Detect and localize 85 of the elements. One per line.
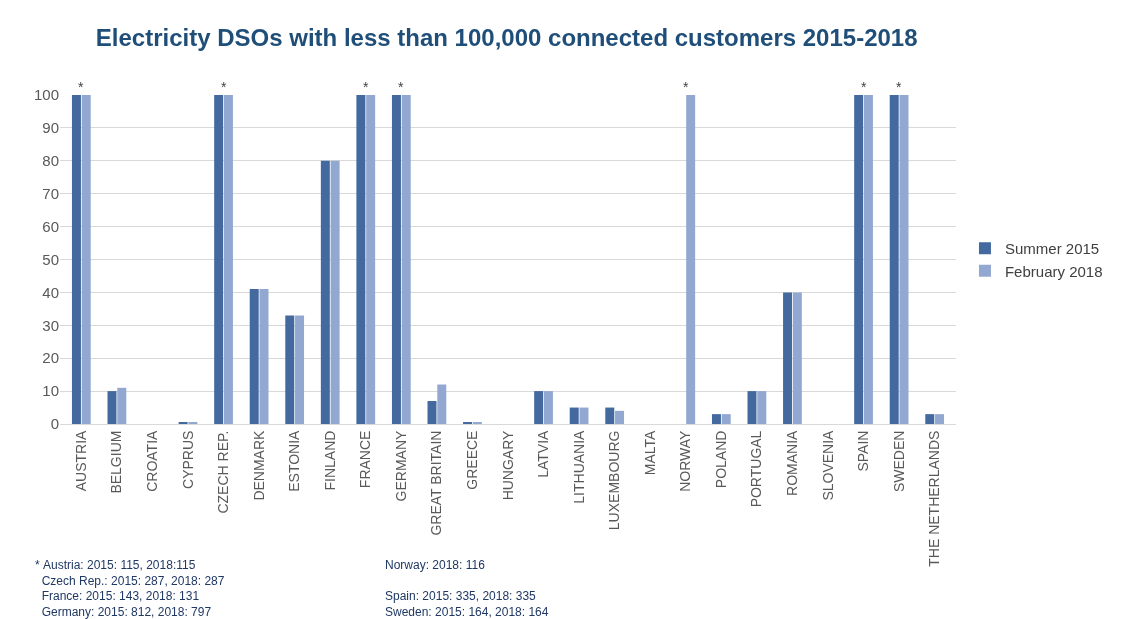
- x-tick-label: DENMARK: [250, 429, 267, 501]
- bar: [889, 95, 899, 424]
- bar: [81, 95, 91, 424]
- y-tick-label: 50: [42, 250, 59, 268]
- bar: [259, 289, 269, 424]
- bar: [783, 292, 793, 424]
- bar: [792, 292, 802, 424]
- bar: [569, 407, 579, 424]
- bar: [320, 160, 330, 424]
- x-tick-label: SPAIN: [855, 430, 872, 472]
- x-tick-label: CYPRUS: [179, 430, 196, 489]
- x-tick-label: FRANCE: [357, 430, 374, 489]
- y-tick-label: 40: [42, 283, 59, 301]
- bar: [117, 387, 127, 424]
- chart-title: Electricity DSOs with less than 100,000 connected customers 2015-2018: [95, 23, 918, 51]
- x-tick-label: LUXEMBOURG: [606, 430, 623, 531]
- y-tick-label: 30: [42, 316, 59, 334]
- text: * Austria: 2015: 115, 2018:115 Czech Rep.: 2015: 287, 2018: 287 France: 2015: 143, 2018: 131 Germany: 2015: 812, 2018: 797: [35, 558, 225, 619]
- y-tick-label: 60: [42, 217, 59, 235]
- bar: [71, 95, 81, 424]
- y-tick-label: 90: [42, 119, 59, 137]
- x-tick-label: MALTA: [641, 429, 658, 476]
- x-tick-label: SLOVENIA: [819, 429, 836, 501]
- x-tick-label: FINLAND: [321, 430, 338, 491]
- legend-label: February 2018: [1004, 262, 1103, 280]
- x-tick-label: PORTUGAL: [748, 430, 765, 508]
- text: Norway: 2018: 116 Spain: 2015: 335, 2018: 335 Sweden: 2015: 164, 2018: 164: [385, 558, 549, 619]
- y-tick-label: 0: [50, 415, 59, 433]
- bar: [285, 315, 295, 424]
- bar: [214, 95, 224, 424]
- bar: [605, 407, 615, 424]
- x-tick-label: LITHUANIA: [570, 429, 587, 504]
- y-tick-label: 20: [42, 349, 59, 367]
- y-tick-label: 10: [42, 382, 59, 400]
- x-tick-label: ROMANIA: [783, 429, 800, 496]
- y-tick-label: 70: [42, 184, 59, 202]
- bar: [863, 95, 873, 424]
- x-tick-label: GREAT BRITAIN: [428, 430, 445, 536]
- annotation: *: [221, 79, 227, 95]
- bar: [107, 391, 117, 424]
- bar: [935, 414, 945, 424]
- y-tick-label: 100: [33, 86, 59, 104]
- annotation: *: [683, 79, 689, 95]
- bar: [223, 95, 233, 424]
- x-tick-label: CZECH REP.: [215, 430, 232, 514]
- bar: [925, 414, 935, 424]
- annotation: *: [861, 79, 867, 95]
- bar: [330, 160, 340, 424]
- x-tick-label: POLAND: [712, 430, 729, 489]
- bar: [899, 95, 909, 424]
- x-tick-label: ESTONIA: [286, 429, 303, 492]
- bar: [543, 391, 553, 424]
- x-tick-label: GREECE: [463, 430, 480, 490]
- bar: [747, 391, 757, 424]
- x-tick-label: LATVIA: [535, 429, 552, 478]
- bar: [366, 95, 376, 424]
- x-tick-label: CROATIA: [143, 429, 160, 492]
- bar: [534, 391, 544, 424]
- bar: [757, 391, 767, 424]
- x-tick-label: HUNGARY: [499, 429, 516, 501]
- bar: [711, 414, 721, 424]
- x-tick-label: AUSTRIA: [72, 429, 89, 492]
- annotation: *: [896, 79, 902, 95]
- legend-label: Summer 2015: [1004, 240, 1100, 258]
- bar: [427, 400, 437, 424]
- bar: [401, 95, 411, 424]
- x-tick-label: NORWAY: [677, 429, 694, 492]
- bar: [721, 414, 731, 424]
- x-tick-label: GERMANY: [392, 429, 409, 502]
- bar: [615, 410, 625, 424]
- bar: [579, 407, 589, 424]
- x-tick-label: THE NETHERLANDS: [926, 430, 943, 567]
- annotation: *: [398, 79, 404, 95]
- bar: [437, 384, 447, 424]
- x-tick-label: SWEDEN: [890, 430, 907, 493]
- annotation: *: [78, 79, 84, 95]
- bar: [391, 95, 401, 424]
- bar: [686, 95, 696, 424]
- bar: [356, 95, 366, 424]
- annotation: *: [363, 79, 369, 95]
- bar: [249, 289, 259, 424]
- bar: [854, 95, 864, 424]
- y-tick-label: 80: [42, 152, 59, 170]
- x-tick-label: BELGIUM: [108, 430, 125, 494]
- bar: [295, 315, 305, 424]
